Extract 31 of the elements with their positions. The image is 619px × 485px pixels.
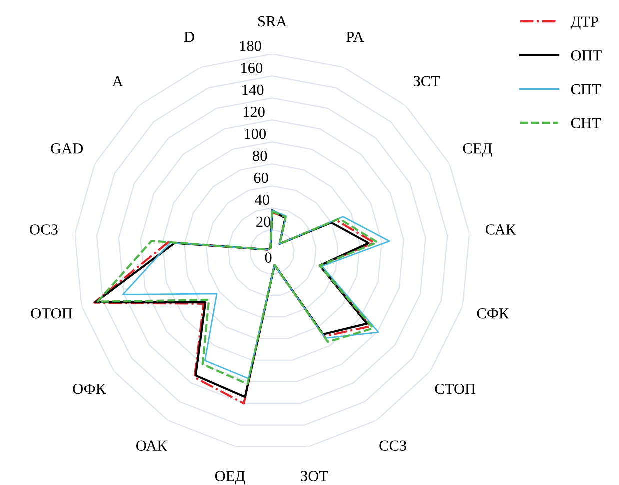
legend-label: СПТ: [571, 84, 602, 95]
spoke-label: ЗОТ: [301, 471, 328, 482]
spoke-label: СЕД: [463, 144, 492, 157]
y-tick-label: 80: [253, 150, 268, 162]
y-tick-label: 160: [242, 62, 263, 74]
spoke-label: PA: [346, 32, 364, 42]
spoke-label: ОЕД: [215, 471, 246, 485]
spoke-label: GAD: [51, 144, 84, 154]
legend-label: ОПТ: [571, 50, 602, 61]
y-tick-label: 140: [242, 84, 264, 96]
spoke-label: SRA: [258, 16, 288, 27]
y-tick-label: 20: [256, 216, 271, 228]
spoke-label: СТОП: [435, 384, 476, 394]
spoke-label: ССЗ: [380, 440, 406, 452]
spoke-label: ОАК: [136, 440, 168, 452]
y-tick-label: 120: [244, 106, 265, 118]
spoke-label: ОСЗ: [30, 224, 58, 235]
spoke-label: ОТОП: [31, 308, 72, 319]
legend-label: ДТР: [570, 16, 598, 30]
spoke-label: ОФК: [73, 384, 106, 394]
spoke-label: A: [112, 76, 124, 86]
y-tick-label: 40: [255, 194, 270, 206]
spoke-label: D: [184, 32, 194, 42]
y-tick-label: 100: [245, 128, 266, 140]
spoke-label: САК: [486, 224, 516, 235]
spoke-label: ЗСТ: [414, 76, 440, 87]
spoke-label: СФК: [477, 308, 510, 319]
legend-label: СНТ: [571, 118, 602, 128]
y-tick-label: 60: [254, 172, 268, 184]
y-tick-label: 0: [265, 252, 272, 263]
y-tick-label: 180: [240, 40, 262, 52]
